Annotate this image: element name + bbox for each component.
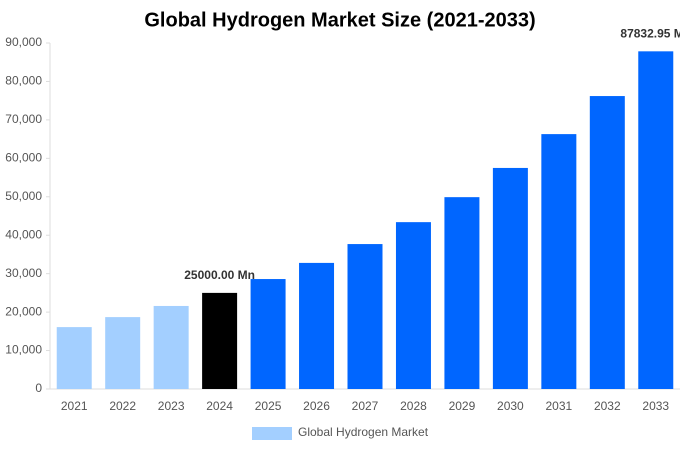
y-tick-label: 40,000 [5,227,42,241]
y-tick-label: 50,000 [5,189,42,203]
legend-label: Global Hydrogen Market [298,425,429,439]
bar [444,197,480,389]
y-tick-label: 10,000 [5,343,42,357]
bar [56,327,92,389]
y-tick-label: 30,000 [5,266,42,280]
data-label: 87832.95 Mn [620,27,680,41]
y-tick-label: 60,000 [5,151,42,165]
bar [638,51,674,389]
chart-title: Global Hydrogen Market Size (2021-2033) [144,9,535,31]
y-tick-label: 90,000 [5,35,42,49]
y-tick-label: 20,000 [5,304,42,318]
x-tick-label: 2022 [109,399,136,413]
x-tick-label: 2024 [206,399,233,413]
x-tick-label: 2029 [449,399,476,413]
bar [347,244,383,389]
x-tick-label: 2026 [303,399,330,413]
bar [105,317,141,389]
x-tick-label: 2028 [400,399,427,413]
y-tick-label: 70,000 [5,112,42,126]
x-tick-label: 2031 [545,399,572,413]
x-tick-label: 2023 [158,399,185,413]
bar [202,292,238,389]
bar [395,222,431,389]
legend-swatch [252,427,292,440]
bar [589,96,625,389]
bar [299,262,335,389]
bar [153,305,189,389]
bar [492,167,528,389]
x-tick-label: 2030 [497,399,524,413]
y-tick-label: 80,000 [5,74,42,88]
x-tick-label: 2032 [594,399,621,413]
data-label: 25000.00 Mn [184,268,255,282]
x-tick-label: 2021 [61,399,88,413]
y-tick-label: 0 [35,381,42,395]
bar [541,134,577,389]
x-tick-label: 2025 [255,399,282,413]
bar [250,279,286,389]
x-tick-label: 2033 [642,399,669,413]
x-tick-label: 2027 [352,399,379,413]
